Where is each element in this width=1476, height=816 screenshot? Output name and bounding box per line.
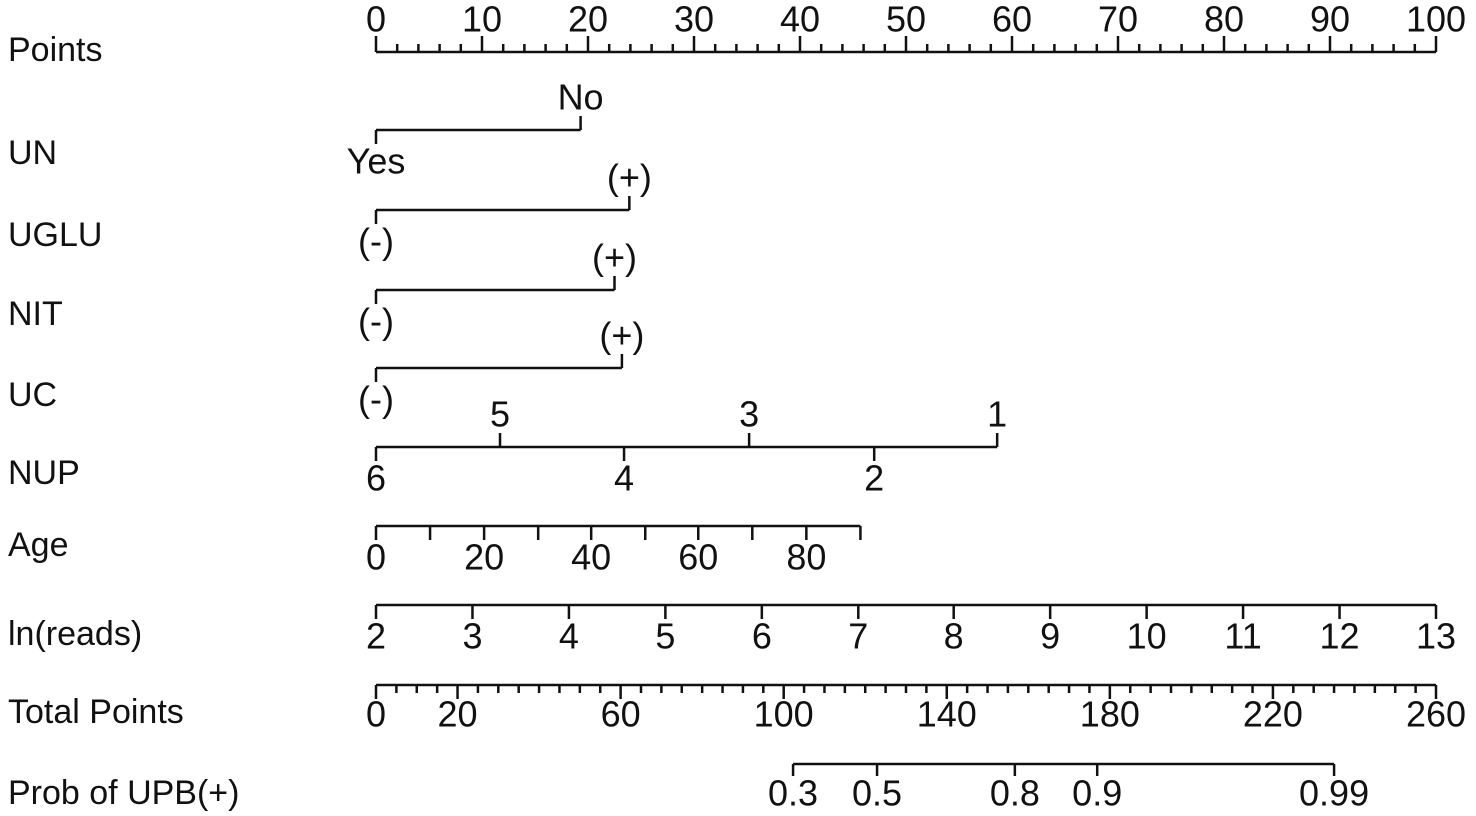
tick-label: 0.8	[990, 773, 1040, 814]
tick-label: 9	[1040, 616, 1060, 657]
tick-label: 6	[752, 616, 772, 657]
tick-label: 13	[1416, 616, 1456, 657]
tick-label: 4	[559, 616, 579, 657]
tick-label: 20	[568, 0, 608, 40]
tick-label: 0.99	[1299, 773, 1369, 814]
tick-label: (-)	[358, 301, 394, 342]
tick-label: 4	[614, 458, 634, 499]
tick-label: 0	[366, 0, 386, 40]
tick-label: 180	[1080, 694, 1140, 735]
tick-label: 140	[917, 694, 977, 735]
tick-label: 5	[655, 616, 675, 657]
tick-label: 30	[674, 0, 714, 40]
row-label: UC	[8, 376, 57, 414]
tick-label: 8	[944, 616, 964, 657]
tick-label: 100	[1406, 0, 1466, 40]
tick-label: 6	[366, 458, 386, 499]
tick-label: (+)	[592, 237, 637, 278]
row-label: UGLU	[8, 216, 102, 254]
tick-label: 5	[490, 394, 510, 435]
tick-label: 11	[1224, 616, 1261, 657]
tick-label: 20	[464, 537, 504, 578]
row-label: Total Points	[8, 693, 184, 731]
tick-label: 60	[601, 694, 641, 735]
tick-label: 0.5	[852, 773, 902, 814]
tick-label: 10	[1127, 616, 1167, 657]
row-label: Prob of UPB(+)	[8, 774, 239, 812]
row-label: NUP	[8, 454, 80, 492]
tick-label: 50	[886, 0, 926, 40]
tick-label: 7	[848, 616, 868, 657]
tick-label: 70	[1098, 0, 1138, 40]
tick-label: (+)	[599, 315, 644, 356]
tick-label: 220	[1243, 694, 1303, 735]
tick-label: 0.9	[1072, 773, 1122, 814]
row-label: Age	[8, 526, 69, 564]
tick-label: 90	[1310, 0, 1350, 40]
tick-label: 12	[1320, 616, 1360, 657]
tick-label: 80	[786, 537, 826, 578]
tick-label: Yes	[347, 141, 406, 182]
tick-label: 60	[678, 537, 718, 578]
tick-label: No	[558, 77, 604, 118]
tick-label: 80	[1204, 0, 1244, 40]
tick-label: 0	[366, 694, 386, 735]
row-label: Points	[8, 31, 103, 69]
tick-label: 2	[864, 458, 884, 499]
tick-label: 3	[462, 616, 482, 657]
tick-label: 1	[987, 394, 1007, 435]
tick-label: 0.3	[768, 773, 818, 814]
tick-label: 2	[366, 616, 386, 657]
tick-label: 3	[739, 394, 759, 435]
tick-label: 0	[366, 537, 386, 578]
tick-label: (+)	[607, 157, 652, 198]
tick-label: 40	[571, 537, 611, 578]
tick-label: (-)	[358, 379, 394, 420]
tick-label: 100	[754, 694, 814, 735]
tick-label: 60	[992, 0, 1032, 40]
tick-label: (-)	[358, 221, 394, 262]
tick-label: 20	[438, 694, 478, 735]
tick-label: 40	[780, 0, 820, 40]
row-label: NIT	[8, 295, 63, 333]
tick-label: 260	[1406, 694, 1466, 735]
row-label: ln(reads)	[8, 615, 142, 653]
tick-label: 10	[462, 0, 502, 40]
row-label: UN	[8, 134, 57, 172]
